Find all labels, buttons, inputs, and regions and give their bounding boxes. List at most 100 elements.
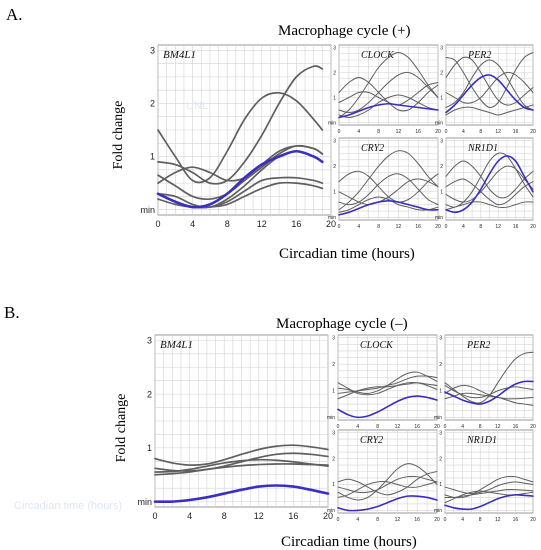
series-line-gray	[338, 173, 439, 206]
y-tick-label: min	[434, 415, 442, 421]
y-tick-label: 2	[440, 164, 443, 170]
x-tick-label: 8	[377, 129, 380, 135]
x-tick-label: 0	[338, 129, 341, 135]
x-tick-label: 0	[445, 129, 448, 135]
x-tick-label: 16	[414, 517, 420, 523]
x-tick-label: 12	[257, 219, 267, 229]
x-tick-label: 20	[435, 224, 441, 230]
x-tick-label: 12	[495, 517, 501, 523]
y-tick-label: 1	[332, 482, 335, 488]
x-tick-label: 16	[288, 511, 298, 521]
y-tick-label: 3	[332, 430, 335, 436]
x-tick-label: 12	[495, 224, 501, 230]
y-tick-label: 3	[333, 138, 336, 144]
x-tick-label: 16	[415, 129, 421, 135]
y-tick-label: 1	[440, 190, 443, 196]
faint-background-text-1: UNL	[186, 100, 209, 112]
series-line-gray	[445, 152, 534, 208]
y-tick-label: min	[327, 415, 335, 421]
series-line-gray	[445, 201, 534, 211]
y-tick-label: min	[327, 508, 335, 514]
x-tick-label: 0	[337, 424, 340, 430]
x-tick-label: 4	[462, 224, 465, 230]
x-tick-label: 8	[225, 219, 230, 229]
x-tick-label: 4	[356, 517, 359, 523]
gene-label-per2: PER2	[466, 340, 490, 351]
x-tick-label: 8	[376, 517, 379, 523]
series-line-gray	[444, 481, 534, 495]
series-line-blue	[444, 494, 534, 511]
series-line-blue	[445, 74, 534, 114]
gene-label-clock: CLOCK	[360, 340, 394, 351]
y-tick-label: min	[435, 215, 443, 221]
x-tick-label: 20	[530, 224, 536, 230]
gene-label-bm4l1: BM4L1	[160, 339, 193, 351]
series-line-gray	[337, 381, 438, 396]
y-tick-label: 2	[439, 456, 442, 462]
x-tick-label: 8	[479, 129, 482, 135]
x-tick-label: 8	[479, 224, 482, 230]
x-tick-label: 16	[415, 224, 421, 230]
series-line-gray	[444, 392, 534, 406]
x-tick-label: 4	[461, 517, 464, 523]
x-tick-label: 20	[530, 517, 536, 523]
x-tick-label: 16	[513, 129, 519, 135]
x-tick-label: 12	[395, 424, 401, 430]
panel-b-label: B.	[4, 303, 20, 322]
y-tick-label: 3	[333, 45, 336, 51]
x-tick-label: 0	[338, 224, 341, 230]
y-tick-label: 1	[150, 152, 155, 162]
x-tick-label: 20	[530, 129, 536, 135]
x-tick-label: 20	[434, 424, 440, 430]
gene-label-per2: PER2	[467, 50, 491, 61]
gene-label-cry2: CRY2	[360, 435, 383, 446]
faint-background-text-2: Circadian time (hours)	[14, 500, 123, 512]
panel-b-xlabel: Circadian time (hours)	[281, 534, 417, 550]
x-tick-label: 12	[495, 424, 501, 430]
series-line-gray	[445, 104, 534, 116]
series-line-blue	[156, 149, 324, 209]
x-tick-label: 0	[445, 224, 448, 230]
series-line-blue	[445, 155, 534, 214]
y-tick-label: 1	[439, 389, 442, 395]
x-tick-label: 8	[376, 424, 379, 430]
series-line-gray	[157, 91, 324, 184]
panel-a-label: A.	[6, 5, 23, 24]
series-line-gray	[157, 65, 324, 185]
y-tick-label: 3	[439, 335, 442, 341]
y-tick-label: 2	[150, 99, 155, 109]
series-line-gray	[445, 59, 534, 111]
x-tick-label: 20	[434, 517, 440, 523]
series-line-gray	[445, 52, 534, 109]
series-line-gray	[154, 452, 329, 472]
x-tick-label: 20	[326, 219, 336, 229]
x-tick-label: 8	[479, 424, 482, 430]
series-line-blue	[338, 102, 439, 119]
series-line-blue	[153, 484, 330, 504]
y-tick-label: min	[328, 120, 336, 126]
series-line-gray	[337, 375, 438, 394]
x-tick-label: 0	[444, 424, 447, 430]
y-tick-label: 1	[333, 95, 336, 101]
series-line-gray	[338, 196, 439, 213]
y-tick-label: 2	[332, 456, 335, 462]
y-tick-label: min	[434, 508, 442, 514]
x-tick-label: 16	[513, 517, 519, 523]
series-line-blue	[337, 495, 438, 512]
x-tick-label: 12	[495, 129, 501, 135]
y-tick-label: min	[137, 497, 152, 507]
x-tick-label: 0	[444, 517, 447, 523]
x-tick-label: 16	[513, 224, 519, 230]
series-line-gray	[338, 178, 439, 206]
x-tick-label: 0	[337, 517, 340, 523]
gene-label-nr1d1: NR1D1	[466, 435, 497, 446]
panel-b-title: Macrophage cycle (–)	[276, 316, 408, 332]
series-line-gray	[154, 463, 329, 476]
